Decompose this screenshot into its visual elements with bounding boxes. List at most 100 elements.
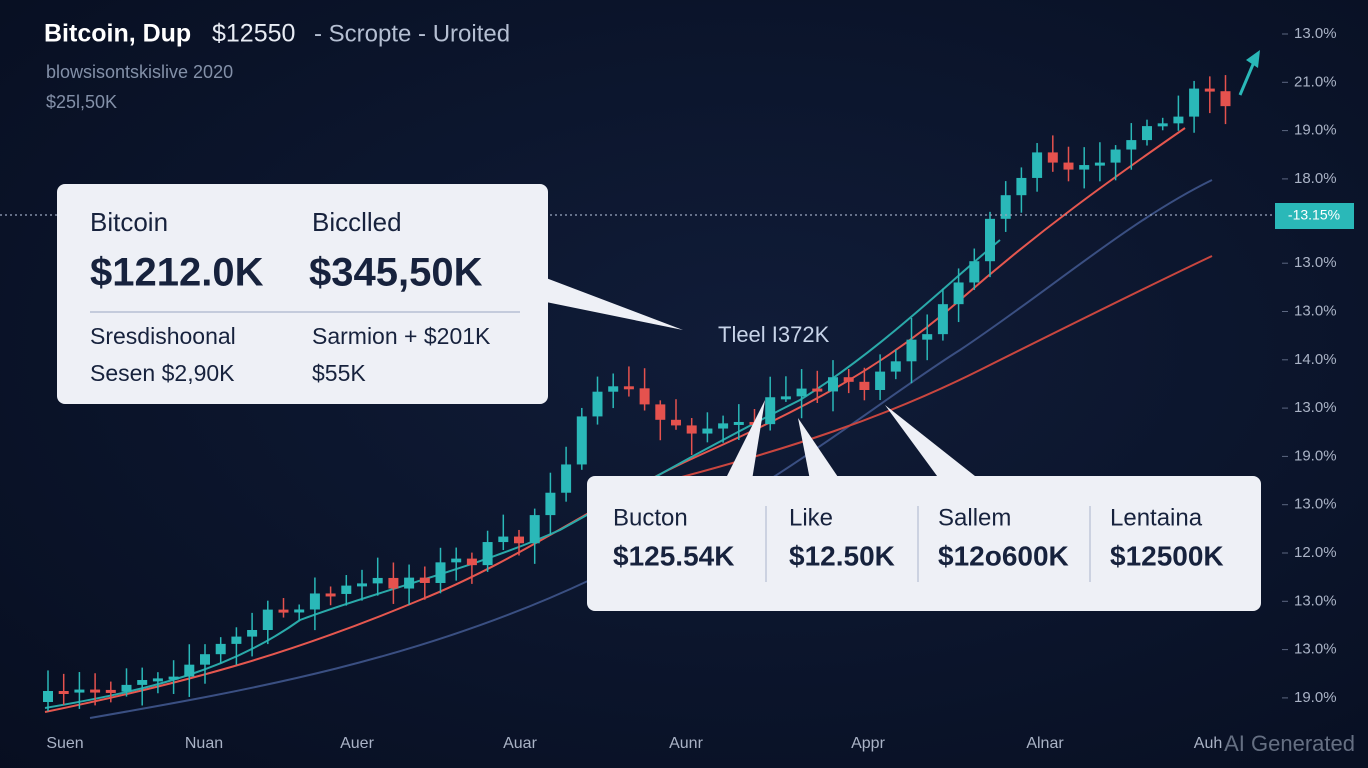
candle-body <box>58 691 69 695</box>
card-detail: $55K <box>312 360 366 386</box>
header-status: - Scropte - Uroited <box>314 20 510 47</box>
candle-body <box>639 388 650 405</box>
card-pointer <box>798 418 840 480</box>
x-tick-label: Alnar <box>1026 735 1064 752</box>
candle-body <box>859 381 870 390</box>
candle-body <box>482 542 493 566</box>
candle-body <box>466 558 477 566</box>
card-label: Bitcoin <box>90 207 168 237</box>
candle-body <box>875 371 886 390</box>
candle-body <box>404 577 415 589</box>
y-tick-label: 14.0% <box>1294 351 1337 368</box>
y-tick-label: 13.0% <box>1294 641 1337 658</box>
candle-body <box>937 304 948 335</box>
candle-body <box>309 593 320 610</box>
y-tick-label: 19.0% <box>1294 122 1337 139</box>
candle-body <box>576 416 587 465</box>
card-value: $345,50K <box>309 251 483 295</box>
candle-body <box>623 386 634 390</box>
candle-body <box>341 585 352 594</box>
card-pointer <box>546 278 683 330</box>
header-title: Bitcoin, Dup <box>44 20 191 48</box>
candle-body <box>1142 126 1152 141</box>
card-detail: Sarmion + $201K <box>312 323 491 349</box>
candle-body <box>1157 123 1168 127</box>
x-tick-label: Auh <box>1194 735 1222 752</box>
y-tick-label: 13.0% <box>1294 254 1337 271</box>
candle-body <box>718 423 729 429</box>
candle-body <box>1079 165 1090 170</box>
candle-body <box>828 377 838 392</box>
x-tick-label: Appr <box>851 735 885 752</box>
candle-body <box>608 386 619 392</box>
candle-body <box>498 536 509 543</box>
y-tick-label: 13.0% <box>1294 496 1337 513</box>
card-detail: Sresdishoonal <box>90 323 236 349</box>
card-value: $1212.0K <box>90 251 264 295</box>
candle-body <box>780 396 791 400</box>
ma-mid <box>44 239 1001 709</box>
candle-body <box>1220 91 1231 107</box>
candle-body <box>419 577 430 583</box>
y-axis: 13.0% 21.0% 19.0% 18.0% 13.0% 13.0% 14.0% 13.0%… <box>1282 25 1337 706</box>
candle-body <box>702 428 713 434</box>
card-detail: Sesen $2,90K <box>90 360 235 386</box>
candle-body <box>1204 88 1215 92</box>
stats-value: $12o600K <box>938 540 1069 571</box>
candle-body <box>184 664 195 677</box>
stats-columns: Bucton $125.54K Like $12.50K Sallem $12o600K L… <box>613 504 1224 571</box>
candle-body <box>121 684 132 692</box>
x-tick-label: Nuan <box>185 735 223 752</box>
candle-body <box>1126 140 1137 150</box>
x-tick-label: Aunr <box>669 735 703 752</box>
candle-body <box>137 680 148 685</box>
candle-body <box>168 676 179 680</box>
candle-body <box>733 421 744 425</box>
candle-body <box>152 678 163 682</box>
candle-body <box>231 636 242 644</box>
candle-body <box>890 361 901 372</box>
candle-body <box>1110 149 1121 163</box>
candle-body <box>1000 195 1011 219</box>
candle-body <box>451 558 462 563</box>
y-tick-label: 19.0% <box>1294 689 1337 706</box>
candle-body <box>843 377 854 382</box>
stats-value: $12.50K <box>789 540 895 571</box>
watermark: AI Generated <box>1224 731 1355 756</box>
y-tick-label: 12.0% <box>1294 544 1337 561</box>
candle-body <box>215 643 226 655</box>
x-axis: Suen Nuan Auer Auar Aunr Appr Alnar Auh <box>46 735 1222 752</box>
candle-body <box>686 425 697 434</box>
candle-body <box>1032 152 1043 178</box>
stats-label: Sallem <box>938 504 1011 531</box>
candle-body <box>592 391 603 417</box>
candle-body <box>1173 116 1184 124</box>
candle-body <box>74 689 85 693</box>
candle-body <box>1047 152 1058 163</box>
candle-body <box>90 689 101 693</box>
candle-body <box>671 419 681 426</box>
candle-body <box>969 261 980 283</box>
candle-body <box>1063 162 1074 170</box>
stats-label: Like <box>789 504 833 531</box>
y-tick-label: 13.0% <box>1294 25 1337 42</box>
annotation: Tleel I372K <box>718 322 830 347</box>
candle-body <box>1094 162 1105 166</box>
candle-body <box>435 562 446 583</box>
candle-body <box>655 404 666 420</box>
candle-body <box>372 577 383 584</box>
candle-body <box>561 464 572 493</box>
y-tick-label: 21.0% <box>1294 73 1337 90</box>
trend-arrow <box>1238 61 1256 96</box>
header-subtitle: blowsisontskislive 2020 <box>46 62 233 82</box>
candle-body <box>262 609 273 631</box>
candle-body <box>1016 177 1027 196</box>
candle-body <box>294 609 305 613</box>
stats-value: $12500K <box>1110 540 1224 571</box>
y-tick-label: 18.0% <box>1294 170 1337 187</box>
candle-body <box>985 218 995 262</box>
candle-body <box>906 339 917 362</box>
candle-body <box>953 282 964 305</box>
candle-body <box>796 388 807 397</box>
